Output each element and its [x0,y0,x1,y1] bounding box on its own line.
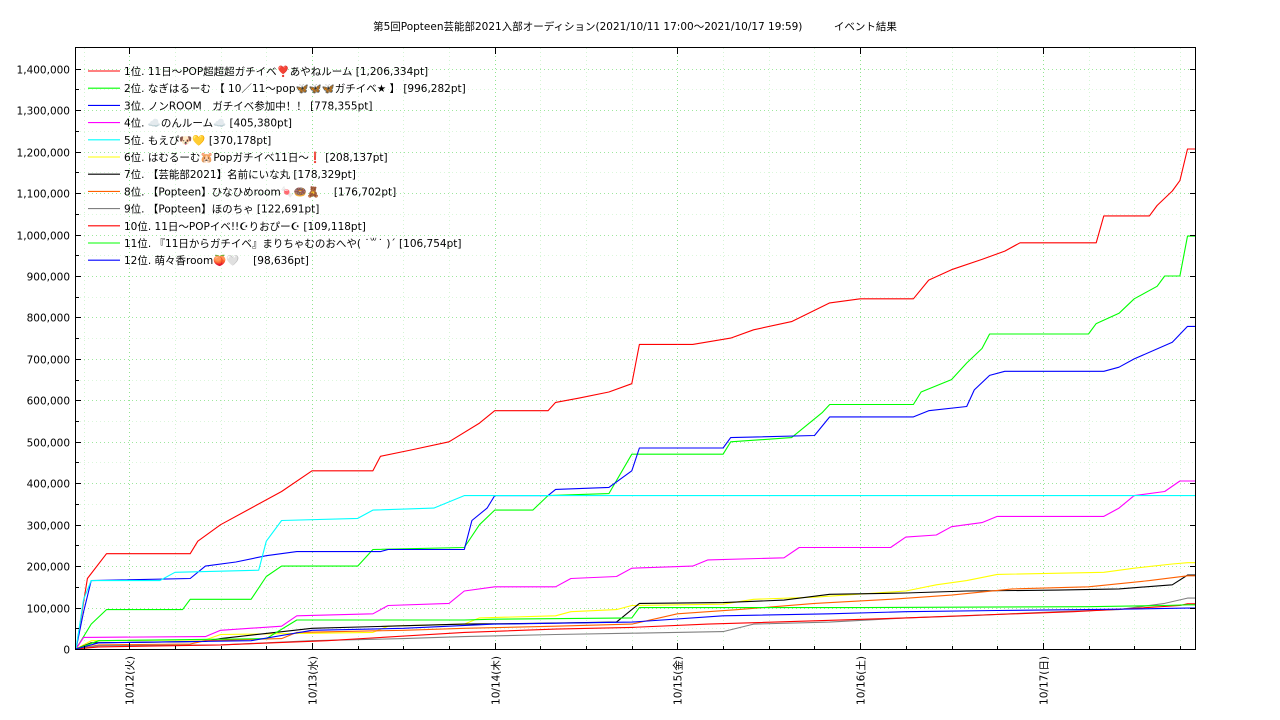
legend-item-8: 8位. 【Popteen】ひなひめroom🍬🍩🧸 [176,702pt] [88,185,396,198]
x-tick-label: 10/12(火) [125,656,137,705]
y-tick-label: 0 [63,645,70,657]
series-line-6 [75,562,1195,650]
y-tick-label: 1,000,000 [17,231,70,243]
legend-item-5: 5位. もえぴ🐶💛 [370,178pt] [88,134,271,147]
legend-label: 9位. 【Popteen】ほのちゃ [122,691pt] [124,203,319,216]
y-tick-label: 700,000 [27,355,70,367]
legend-item-2: 2位. なぎはるーむ 【 10／11〜pop🦋🦋🦋ガチイベ★ 】 [996,28… [88,82,466,95]
legend-label: 6位. はむるーむ🐹Popガチイベ11日〜❗️ [208,137pt] [124,151,388,164]
y-tick-label: 500,000 [27,438,70,450]
legend-item-4: 4位. ☁️のんルーム☁️ [405,380pt] [88,117,292,130]
legend-item-1: 1位. 11日〜POP超超超ガチイベ❣️あやねルーム [1,206,334pt] [88,65,428,78]
series-line-1 [75,148,1195,650]
y-tick-label: 300,000 [27,521,70,533]
legend-label: 4位. ☁️のんルーム☁️ [405,380pt] [124,117,292,130]
legend-item-12: 12位. 萌々香room🍑🤍 [98,636pt] [88,254,309,267]
series-line-7 [75,574,1195,650]
series-line-5 [75,495,1195,650]
legend-label: 5位. もえぴ🐶💛 [370,178pt] [124,134,271,147]
y-tick-label: 400,000 [27,479,70,491]
chart-title: 第5回Popteen芸能部2021入部オーディション(2021/10/11 17… [373,20,897,33]
x-tick-label: 10/15(金) [672,656,685,705]
y-tick-label: 1,400,000 [17,65,70,77]
legend-label: 11位. 『11日からガチイベ』まりちゃむのおへや( ˙꒳˙ )ˊ [106,7… [124,237,461,250]
legend-label: 2位. なぎはるーむ 【 10／11〜pop🦋🦋🦋ガチイベ★ 】 [996,28… [124,82,466,95]
series-line-4 [75,480,1195,650]
legend-item-7: 7位. 【芸能部2021】名前にいな丸 [178,329pt] [88,168,356,181]
y-tick-label: 100,000 [27,604,70,616]
legend-label: 12位. 萌々香room🍑🤍 [98,636pt] [124,254,309,267]
y-tick-label: 1,300,000 [17,106,70,118]
plot-frame [75,47,1196,650]
x-tick-label: 10/16(土) [855,656,868,705]
y-tick-label: 1,100,000 [17,189,70,201]
y-tick-label: 900,000 [27,272,70,284]
legend-label: 7位. 【芸能部2021】名前にいな丸 [178,329pt] [124,168,356,181]
legend-label: 8位. 【Popteen】ひなひめroom🍬🍩🧸 [176,702pt] [124,185,396,198]
y-tick-label: 800,000 [27,313,70,325]
legend-label: 3位. ノンROOM ガチイベ参加中！！ [778,355pt] [124,99,372,112]
x-tick-label: 10/14(木) [491,656,503,705]
grid-lines [76,48,1195,649]
legend-item-3: 3位. ノンROOM ガチイベ参加中！！ [778,355pt] [88,99,372,112]
y-tick-label: 200,000 [27,562,70,574]
legend-label: 10位. 11日〜POPイベ!!☪︎りおぴー☪︎ [109,118pt] [124,220,366,233]
legend-item-10: 10位. 11日〜POPイベ!!☪︎りおぴー☪︎ [109,118pt] [88,220,366,233]
series-line-12 [75,607,1195,650]
legend-item-6: 6位. はむるーむ🐹Popガチイベ11日〜❗️ [208,137pt] [88,151,388,164]
y-tick-label: 600,000 [27,396,70,408]
x-tick-label: 10/17(日) [1039,656,1051,705]
y-tick-label: 1,200,000 [17,148,70,160]
legend: 1位. 11日〜POP超超超ガチイベ❣️あやねルーム [1,206,334pt]… [88,65,466,267]
legend-item-11: 11位. 『11日からガチイベ』まりちゃむのおへや( ˙꒳˙ )ˊ [106,7… [88,237,461,250]
series-line-8 [75,575,1195,650]
series-line-2 [75,235,1195,650]
legend-item-9: 9位. 【Popteen】ほのちゃ [122,691pt] [88,203,319,216]
axes: 0 100,000 200,000 300,000 400,000 500,000 600,… [17,48,1195,705]
series-line-3 [75,325,1195,650]
series-lines [75,148,1195,650]
x-tick-label: 10/13(水) [308,656,320,705]
legend-label: 1位. 11日〜POP超超超ガチイベ❣️あやねルーム [1,206,334pt] [124,65,428,78]
series-line-10 [75,603,1195,650]
